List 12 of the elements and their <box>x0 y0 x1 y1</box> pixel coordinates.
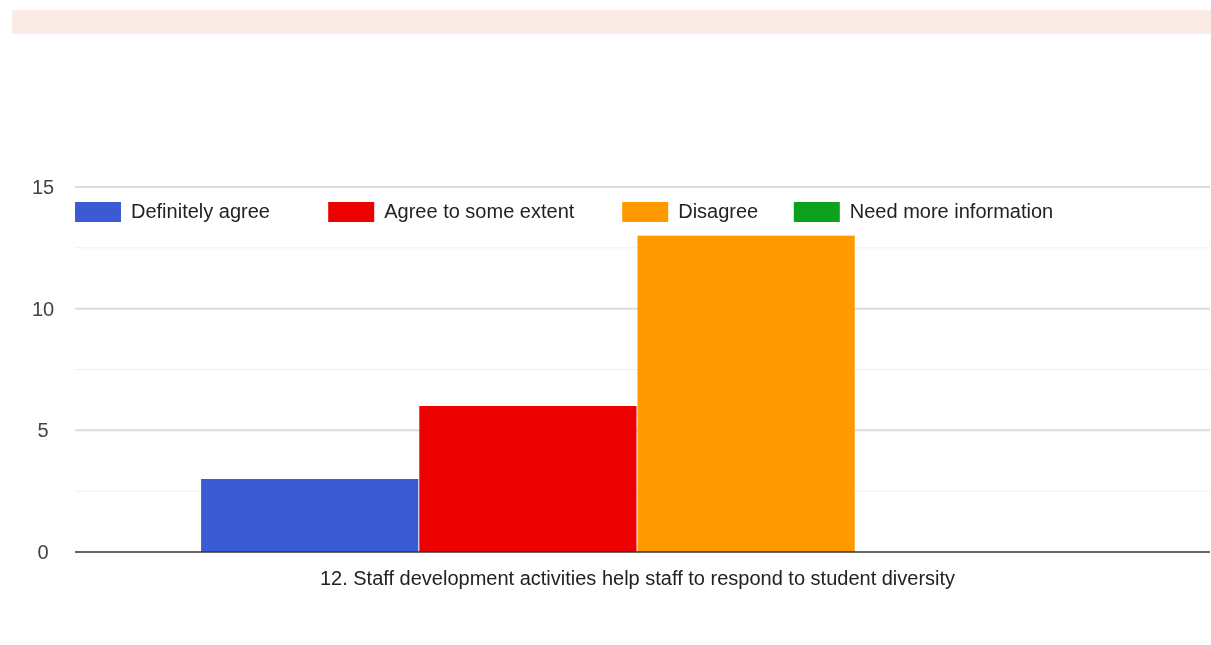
legend-label: Agree to some extent <box>384 200 575 222</box>
y-tick-label: 15 <box>31 176 55 198</box>
x-tick-label: 12. Staff development activities help staff to respond to student diversity <box>319 567 956 589</box>
bar <box>201 479 419 552</box>
y-tick-label: 0 <box>37 541 49 563</box>
y-tick-label: 10 <box>31 297 55 320</box>
bar <box>637 235 855 552</box>
legend-label: Disagree <box>678 200 759 222</box>
bar <box>419 406 637 552</box>
legend-label: Need more information <box>849 200 1054 222</box>
legend-label: Definitely agree <box>131 200 270 222</box>
y-tick-label: 5 <box>37 419 49 442</box>
